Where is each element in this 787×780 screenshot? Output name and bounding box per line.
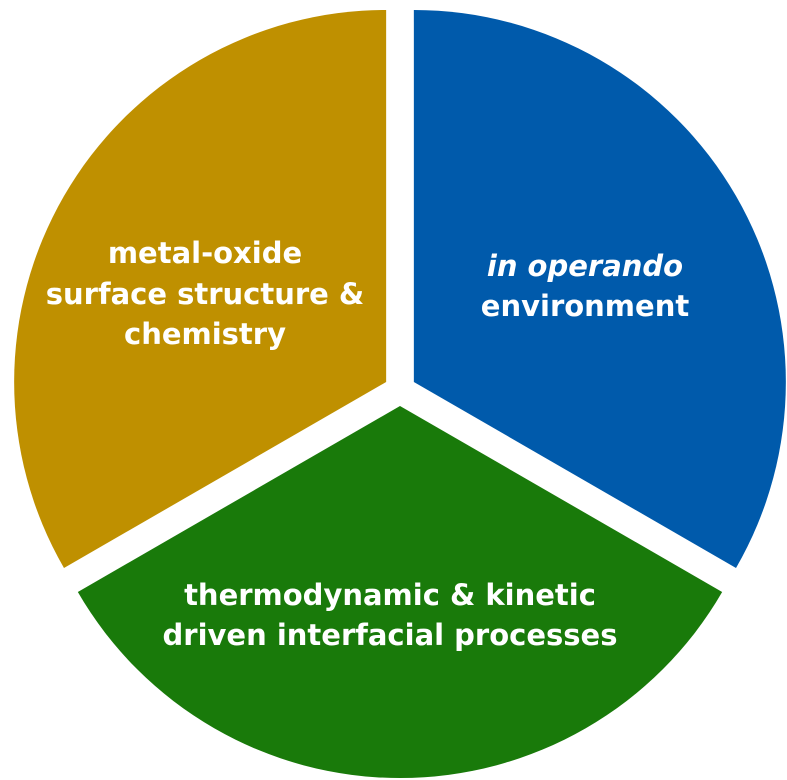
segment-label: chemistry: [124, 317, 286, 351]
segment-label: environment: [481, 289, 690, 323]
segment-label: driven interfacial processes: [163, 618, 618, 652]
segment-label: metal-oxide: [108, 236, 302, 270]
sector: [14, 10, 387, 568]
segment-label: surface structure &: [46, 277, 364, 311]
sector: [413, 10, 786, 568]
sector: [77, 406, 723, 778]
segment-label: thermodynamic & kinetic: [184, 578, 596, 612]
segment-label: in operando: [487, 249, 683, 283]
sectors: [14, 10, 786, 778]
